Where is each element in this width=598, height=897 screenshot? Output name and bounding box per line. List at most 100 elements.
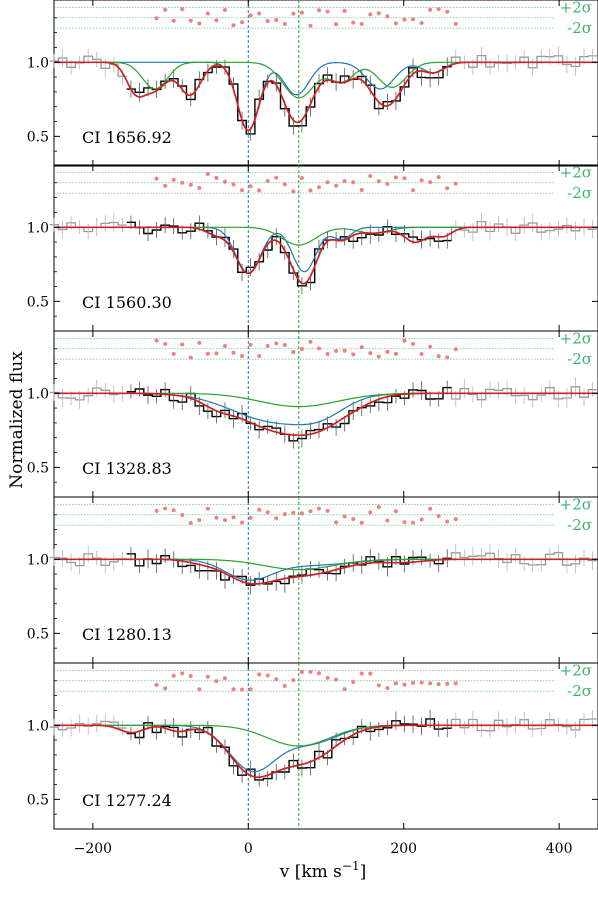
residual-point	[393, 175, 398, 180]
residual-point	[436, 354, 441, 359]
residual-point	[325, 508, 330, 513]
residual-point	[436, 175, 441, 180]
residual-point	[214, 351, 219, 356]
residual-point	[231, 182, 236, 187]
residual-point	[171, 18, 176, 23]
residual-point	[291, 510, 296, 515]
total-model-curve	[54, 392, 598, 437]
residual-point	[359, 520, 364, 525]
residual-point	[376, 354, 381, 359]
residual-point	[385, 181, 390, 186]
residual-point	[180, 342, 185, 347]
residual-point	[214, 175, 219, 180]
residual-point	[274, 341, 279, 346]
residual-point	[445, 519, 450, 524]
residual-point	[265, 673, 270, 678]
panel-frame	[53, 0, 598, 167]
residual-point	[368, 12, 373, 17]
residual-point	[205, 172, 210, 177]
residual-point	[299, 175, 304, 180]
residual-point	[274, 516, 279, 521]
residual-point	[445, 681, 450, 686]
residual-point	[222, 518, 227, 523]
y-tick-label: 1.0	[27, 386, 49, 402]
sigma-plus-label: +2σ	[560, 163, 592, 181]
residual-point	[188, 18, 193, 23]
residual-point	[299, 10, 304, 15]
residual-point	[205, 351, 210, 356]
residual-point	[359, 188, 364, 193]
residual-point	[402, 176, 407, 181]
residual-point	[180, 7, 185, 12]
residual-point	[299, 511, 304, 516]
x-tick-label: 200	[390, 841, 417, 857]
residual-point	[248, 342, 253, 347]
residual-point	[265, 510, 270, 515]
residual-point	[257, 354, 262, 359]
residual-point	[257, 11, 262, 16]
residual-point	[214, 679, 219, 684]
component-blue-curve	[54, 392, 598, 426]
residual-point	[342, 514, 347, 519]
residual-point	[393, 351, 398, 356]
residual-point	[291, 349, 296, 354]
residual-point	[171, 508, 176, 513]
residual-point	[351, 352, 356, 357]
residual-point	[163, 183, 168, 188]
residual-point	[376, 683, 381, 688]
total-model-curve	[54, 226, 598, 285]
x-axis-label-main: v [km s	[279, 862, 342, 882]
residual-point	[188, 182, 193, 187]
residual-point	[248, 515, 253, 520]
residual-point	[351, 516, 356, 521]
residual-point	[317, 671, 322, 676]
residual-point	[325, 352, 330, 357]
sigma-plus-label: +2σ	[560, 0, 592, 16]
sigma-minus-label: -2σ	[567, 516, 592, 534]
residual-point	[308, 669, 313, 674]
sigma-plus-label: +2σ	[560, 661, 592, 679]
residual-point	[231, 687, 236, 692]
residual-point	[291, 678, 296, 683]
residual-point	[214, 515, 219, 520]
residual-point	[197, 185, 202, 190]
residual-point	[257, 672, 262, 677]
residual-point	[368, 174, 373, 179]
y-tick-label: 1.0	[27, 552, 49, 568]
residual-point	[188, 520, 193, 525]
residual-point	[257, 507, 262, 512]
residual-point	[171, 351, 176, 356]
x-tick-label: 0	[244, 841, 253, 857]
residual-point	[171, 177, 176, 182]
residual-point	[222, 179, 227, 184]
residual-point	[154, 176, 159, 181]
residual-point	[240, 20, 245, 25]
residual-point	[154, 338, 159, 343]
residual-point	[248, 184, 253, 189]
residual-point	[428, 681, 433, 686]
sigma-minus-label: -2σ	[567, 19, 592, 37]
y-tick-label: 0.5	[27, 129, 49, 145]
residual-point	[436, 7, 441, 12]
residual-point	[291, 189, 296, 194]
residual-point	[180, 180, 185, 185]
x-tick-label: −200	[74, 841, 112, 857]
panels: +2σ -2σ 0.5 1.0 CI 1656.92 +2σ -2σ 0.5 1.0 CI 156…	[27, 0, 598, 830]
residual-point	[197, 518, 202, 523]
residual-point	[411, 188, 416, 193]
total-model-curve	[54, 61, 598, 132]
residual-point	[419, 178, 424, 183]
residual-point	[411, 520, 416, 525]
residual-point	[342, 348, 347, 353]
sigma-plus-label: +2σ	[560, 329, 592, 347]
residual-point	[385, 14, 390, 19]
residual-point	[154, 508, 159, 513]
residual-point	[222, 7, 227, 12]
residual-point	[368, 671, 373, 676]
residual-point	[325, 9, 330, 14]
residual-point	[274, 17, 279, 22]
residual-point	[308, 339, 313, 344]
residual-point	[334, 677, 339, 682]
residual-point	[402, 338, 407, 343]
residual-point	[282, 343, 287, 348]
